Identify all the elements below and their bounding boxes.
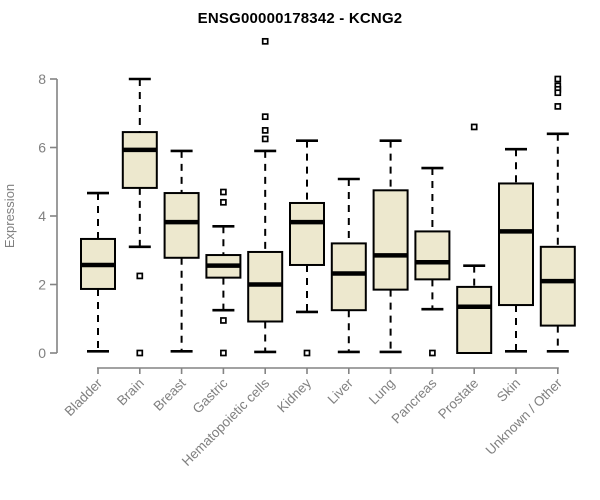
- y-tick-label: 8: [38, 71, 46, 87]
- outlier-hematopoietic-cells: [261, 127, 269, 134]
- y-tick-label: 4: [38, 208, 46, 224]
- box-liver: [330, 242, 367, 312]
- outlier-unknown-other: [554, 103, 562, 110]
- x-category-label: Pancreas: [389, 375, 440, 426]
- y-axis-label: Expression: [2, 184, 17, 248]
- box-pancreas: [414, 230, 451, 281]
- box-brain: [121, 131, 158, 189]
- outlier-brain: [136, 272, 144, 280]
- chart-title: ENSG00000178342 - KCNG2: [197, 10, 403, 27]
- x-category-label: Kidney: [274, 375, 314, 415]
- y-tick-label: 0: [38, 345, 46, 361]
- outlier-hematopoietic-cells: [261, 135, 269, 143]
- box-kidney: [289, 201, 325, 266]
- outlier-unknown-other: [554, 89, 562, 97]
- x-category-label: Breast: [151, 375, 189, 413]
- x-category-label: Bladder: [62, 375, 106, 419]
- x-category-label: Gastric: [190, 375, 231, 416]
- outlier-brain: [136, 349, 144, 357]
- outlier-hematopoietic-cells: [261, 113, 269, 121]
- x-category-label: Prostate: [435, 376, 481, 422]
- outlier-gastric: [220, 198, 227, 206]
- x-category-label: Skin: [494, 376, 523, 405]
- x-category-label: Liver: [325, 375, 357, 407]
- outlier-kidney: [303, 349, 311, 357]
- outlier-unknown-other: [554, 75, 562, 83]
- y-tick-label: 2: [38, 277, 46, 293]
- outlier-gastric: [220, 317, 227, 324]
- outlier-prostate: [470, 123, 478, 131]
- box-skin: [498, 182, 534, 307]
- outlier-gastric: [220, 349, 227, 357]
- outlier-hematopoietic-cells: [261, 37, 269, 45]
- x-category-label: Unknown / Other: [483, 375, 566, 458]
- x-category-label: Lung: [366, 376, 398, 408]
- box-lung: [372, 189, 409, 291]
- outlier-pancreas: [429, 349, 436, 357]
- outlier-gastric: [220, 188, 227, 196]
- y-tick-label: 6: [38, 140, 46, 156]
- box-unknown-other: [539, 245, 576, 327]
- x-category-label: Brain: [114, 376, 147, 409]
- box-breast: [163, 192, 200, 259]
- box-prostate: [456, 285, 493, 354]
